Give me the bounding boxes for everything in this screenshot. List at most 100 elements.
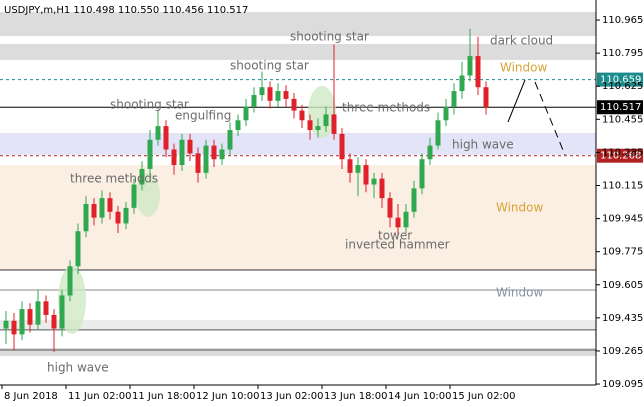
x-tick-label: 14 Jun 10:00 [388, 391, 452, 402]
chart-title: USDJPY,m,H1 110.498 110.550 110.456 110.… [4, 5, 248, 16]
highlight [308, 86, 336, 138]
candle-body [403, 211, 409, 228]
candle-body [11, 320, 17, 335]
candle-body [331, 114, 337, 134]
candle-body [3, 320, 9, 329]
axes: 110.659 110.517 110.268 110.965 110.795 110.6… [1, 15, 643, 402]
candle-body [395, 217, 401, 228]
annotation: Window [496, 201, 544, 215]
candle-body [91, 203, 97, 218]
candle-body [435, 120, 441, 146]
candle-body [419, 159, 425, 189]
candle-body [355, 165, 361, 173]
candle-body [115, 211, 121, 224]
annotation: Window [496, 286, 544, 300]
highlight [58, 266, 86, 334]
price-tag-label: 110.268 [600, 151, 641, 162]
candle-body [211, 145, 217, 160]
annotation: Window [500, 61, 548, 75]
candle-body [307, 120, 313, 131]
candle-body [139, 168, 145, 185]
forecast-lines [507, 79, 566, 156]
candle-body [27, 309, 33, 325]
candle-body [75, 231, 81, 267]
y-tick-label: 110.285 [602, 147, 643, 158]
candle-body [363, 165, 369, 185]
annotation: high wave [452, 138, 514, 152]
y-tick-label: 109.945 [602, 214, 643, 225]
candle-body [267, 87, 273, 101]
candle-body [411, 188, 417, 212]
y-tick-label: 109.265 [602, 346, 643, 357]
x-tick-label: 11 Jun 02:00 [68, 391, 132, 402]
candle-body [475, 56, 481, 88]
zone [0, 319, 596, 330]
y-tick-label: 110.455 [602, 114, 643, 125]
candle-body [275, 91, 281, 101]
x-tick-label: 12 Jun 10:00 [196, 391, 260, 402]
candle-body [51, 314, 57, 329]
x-tick-label: 13 Jun 02:00 [260, 391, 324, 402]
candle-body [339, 133, 345, 160]
forecast [507, 79, 526, 123]
candle-body [195, 153, 201, 173]
candle-body [35, 301, 41, 325]
candle-body [459, 75, 465, 92]
annotation: three methods [342, 101, 430, 115]
candle-body [131, 184, 137, 208]
candle-body [67, 266, 73, 296]
price-tag [597, 72, 643, 87]
annotation: shooting star [290, 30, 369, 44]
x-tick-label: 13 Jun 18:00 [324, 391, 388, 402]
annotation: shooting star [110, 98, 189, 112]
candle-body [171, 149, 177, 166]
candle-body [379, 178, 385, 199]
candle-body [387, 198, 393, 218]
annotation: high wave [47, 361, 109, 375]
candle-body [347, 159, 353, 173]
annotation: three methods [70, 172, 158, 186]
candle-body [43, 301, 49, 315]
candle-body [163, 126, 169, 150]
candle-body [467, 56, 473, 76]
price-tag [597, 148, 643, 163]
forecast [534, 81, 566, 156]
price-tag-label: 110.659 [600, 75, 641, 86]
annotation: engulfing [175, 109, 231, 123]
candle-body [315, 126, 321, 131]
y-tick-label: 110.965 [602, 15, 643, 26]
zones [0, 12, 596, 356]
candle-body [251, 94, 257, 107]
candle-body [323, 114, 329, 127]
candle-body [427, 145, 433, 160]
candle-body [451, 91, 457, 107]
plot: shooting star dark cloud Window shooting st… [3, 28, 553, 375]
candle-body [147, 139, 153, 169]
annotation: dark cloud [490, 34, 553, 48]
zone [0, 165, 596, 270]
candle-body [219, 149, 225, 160]
candle-body [83, 203, 89, 232]
y-tick-label: 109.095 [602, 379, 643, 390]
candle-body [19, 309, 25, 335]
candle-body [123, 207, 129, 224]
y-tick-label: 109.605 [602, 280, 643, 291]
candle-body [291, 98, 297, 111]
y-tick-label: 109.775 [602, 247, 643, 258]
x-tick-label: 11 Jun 18:00 [132, 391, 196, 402]
x-tick-label: 8 Jun 2018 [4, 391, 58, 402]
candle-body [99, 198, 105, 218]
candle-body [235, 120, 241, 131]
candle-body [187, 139, 193, 154]
y-tick-label: 109.435 [602, 313, 643, 324]
y-tick-label: 110.625 [602, 81, 643, 92]
candle-body [155, 126, 161, 140]
annotation: inverted hammer [345, 238, 450, 252]
candle-body [259, 87, 265, 95]
candle-body [227, 130, 233, 150]
zone [0, 348, 596, 356]
y-tick-label: 110.795 [602, 48, 643, 59]
candle-body [59, 295, 65, 329]
y-tick-label: 110.115 [602, 180, 643, 191]
